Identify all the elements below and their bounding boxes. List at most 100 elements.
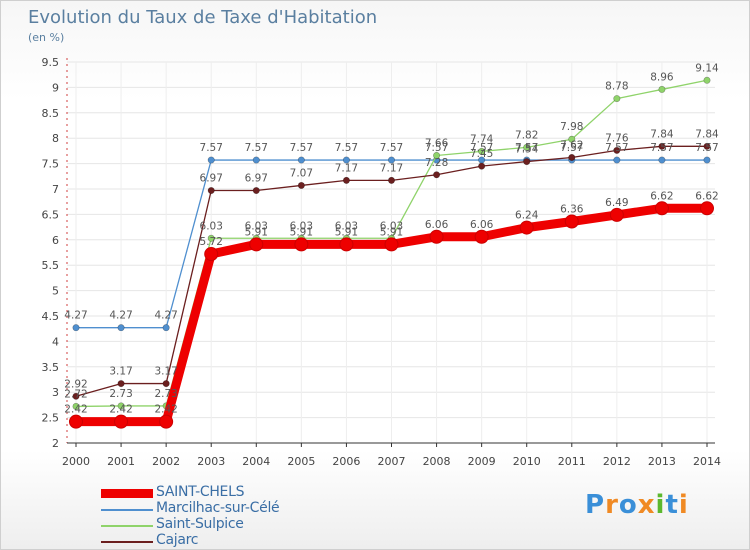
data-point [519, 220, 534, 235]
data-label: 7.45 [470, 148, 493, 160]
y-tick-label: 7 [52, 183, 59, 196]
y-tick-label: 5.5 [42, 259, 60, 272]
data-point [72, 402, 80, 410]
data-label: 6.24 [515, 210, 539, 222]
logo-letter: t [665, 490, 679, 520]
data-point [478, 147, 486, 155]
data-point [613, 156, 621, 164]
data-label: 7.57 [605, 142, 628, 154]
data-label: 7.82 [515, 129, 538, 141]
data-point [703, 76, 711, 84]
data-label: 7.07 [290, 167, 313, 179]
data-point [162, 324, 170, 332]
data-label: 8.96 [650, 71, 674, 83]
data-point [207, 187, 215, 195]
data-label: 7.76 [605, 132, 629, 144]
legend-swatch [101, 489, 153, 498]
data-point [523, 143, 531, 151]
legend-swatch [101, 509, 153, 511]
data-point [433, 151, 441, 159]
y-tick-label: 2 [52, 437, 59, 450]
x-tick-label: 2004 [242, 455, 270, 468]
data-label: 7.57 [695, 142, 718, 154]
data-point [700, 201, 714, 216]
data-point [433, 171, 441, 179]
x-tick-label: 2003 [197, 455, 225, 468]
y-tick-label: 2.5 [42, 412, 60, 425]
data-point [658, 85, 666, 93]
data-point [204, 247, 219, 262]
x-tick-label: 2001 [107, 455, 135, 468]
data-label: 7.57 [380, 142, 403, 154]
data-label: 6.03 [380, 220, 403, 232]
data-point [609, 207, 624, 222]
data-point [387, 156, 395, 164]
data-label: 6.97 [245, 173, 268, 185]
data-label: 7.57 [470, 142, 493, 154]
data-label: 7.57 [290, 142, 313, 154]
logo-letter: i [678, 490, 689, 520]
y-tick-label: 4.5 [42, 310, 60, 323]
y-tick-label: 4 [52, 335, 59, 348]
data-label: 7.74 [470, 133, 494, 145]
x-tick-label: 2005 [287, 455, 315, 468]
data-point [252, 156, 260, 164]
x-tick-label: 2000 [62, 455, 90, 468]
data-label: 2.92 [64, 378, 87, 390]
x-tick-label: 2010 [513, 455, 541, 468]
data-point [162, 380, 170, 388]
data-label: 7.57 [560, 142, 583, 154]
logo-letter: o [618, 490, 638, 520]
data-label: 2.73 [154, 388, 177, 400]
legend-swatch [101, 525, 153, 527]
chart-title: Evolution du Taux de Taxe d'Habitation [28, 7, 378, 28]
logo-letter: x [637, 490, 656, 520]
data-label: 3.17 [154, 366, 177, 378]
data-label: 2.42 [154, 404, 177, 416]
data-label: 7.84 [695, 128, 719, 140]
data-label: 5.91 [380, 226, 403, 238]
data-point [72, 324, 80, 332]
legend-swatch [101, 541, 153, 543]
data-point [658, 142, 666, 150]
data-label: 7.57 [335, 142, 358, 154]
x-tick-label: 2007 [378, 455, 406, 468]
y-tick-label: 3.5 [42, 361, 60, 374]
data-point [69, 414, 83, 429]
data-label: 6.36 [560, 204, 584, 216]
data-label: 7.98 [560, 121, 583, 133]
legend-label: Cajarc [156, 532, 199, 548]
data-point [297, 181, 305, 189]
data-point [297, 156, 305, 164]
data-point [429, 229, 444, 244]
y-tick-label: 5 [52, 285, 59, 298]
y-tick-label: 9 [52, 81, 59, 94]
logo-letter: r [605, 490, 619, 520]
data-label: 6.62 [695, 190, 718, 202]
x-tick-label: 2013 [648, 455, 676, 468]
data-label: 6.62 [650, 190, 673, 202]
x-tick-label: 2002 [152, 455, 180, 468]
data-point [207, 156, 215, 164]
data-label: 6.06 [425, 219, 449, 231]
data-label: 4.27 [64, 310, 87, 322]
data-label: 8.78 [605, 81, 628, 93]
x-tick-label: 2011 [558, 455, 586, 468]
y-tick-label: 8 [52, 132, 59, 145]
data-label: 6.03 [290, 220, 313, 232]
x-tick-label: 2009 [468, 455, 496, 468]
data-point [568, 135, 576, 143]
data-point [207, 234, 215, 242]
data-label: 3.17 [109, 366, 132, 378]
data-label: 6.03 [335, 220, 358, 232]
data-label: 2.72 [64, 388, 87, 400]
data-label: 7.17 [380, 162, 403, 174]
logo-letter: P [585, 490, 606, 520]
data-point [654, 201, 669, 216]
y-tick-label: 6.5 [42, 208, 60, 221]
x-tick-label: 2008 [423, 455, 451, 468]
chart-subtitle: (en %) [28, 31, 65, 44]
data-label: 6.03 [200, 220, 223, 232]
data-label: 2.73 [109, 388, 132, 400]
